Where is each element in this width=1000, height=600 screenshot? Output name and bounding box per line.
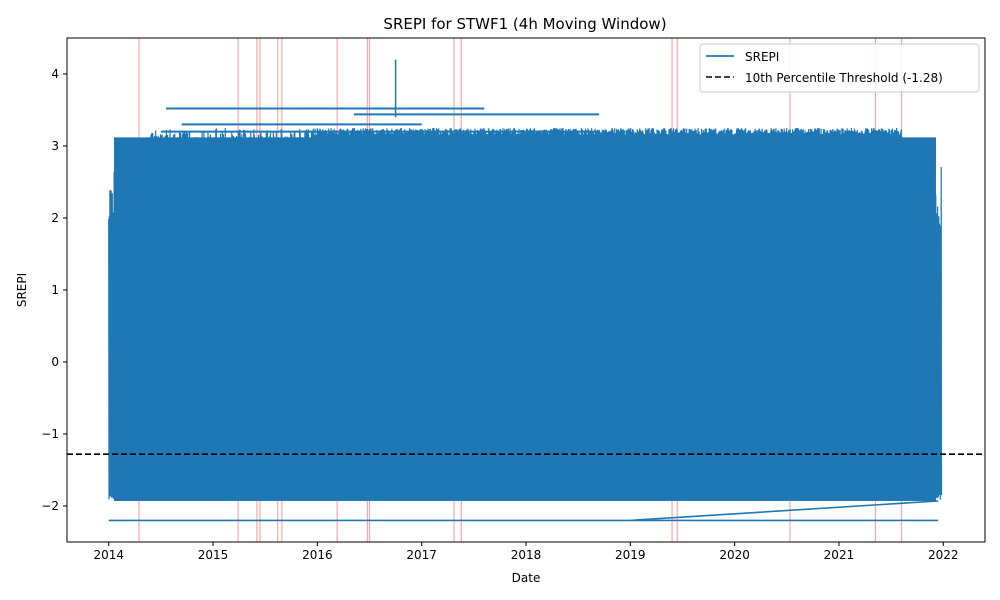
chart-title: SREPI for STWF1 (4h Moving Window) xyxy=(383,15,666,33)
x-axis-label: Date xyxy=(512,571,541,585)
x-tick-label-8: 2022 xyxy=(928,548,959,562)
x-tick-label-3: 2017 xyxy=(406,548,437,562)
y-tick-label-4: 2 xyxy=(51,211,59,225)
x-tick-label-7: 2021 xyxy=(824,548,855,562)
legend-srepi-label: SREPI xyxy=(745,50,779,64)
y-tick-label-2: 0 xyxy=(51,355,59,369)
legend-box xyxy=(699,43,980,93)
srepi-line xyxy=(108,127,943,502)
x-tick-label-4: 2018 xyxy=(511,548,542,562)
x-tick-label-2: 2016 xyxy=(302,548,333,562)
y-tick-label-6: 4 xyxy=(51,67,59,81)
x-tick-label-6: 2020 xyxy=(719,548,750,562)
srepi-low-segment-1 xyxy=(630,500,939,522)
y-axis-label: SREPI xyxy=(15,273,29,307)
y-tick-label-5: 3 xyxy=(51,139,59,153)
x-tick-label-0: 2014 xyxy=(93,548,124,562)
x-tick-label-1: 2015 xyxy=(198,548,229,562)
srepi-series xyxy=(108,59,943,522)
y-tick-label-3: 1 xyxy=(51,283,59,297)
legend: SREPI 10th Percentile Threshold (-1.28) xyxy=(699,43,980,93)
plot-area xyxy=(66,37,986,543)
y-tick-label-1: −1 xyxy=(41,427,59,441)
x-axis: 2014 2015 2016 2017 2018 2019 2020 2021 2022 xyxy=(93,542,959,562)
legend-threshold-label: 10th Percentile Threshold (-1.28) xyxy=(745,71,943,85)
y-axis: −2 −1 0 1 2 3 4 xyxy=(41,67,67,513)
x-tick-label-5: 2019 xyxy=(615,548,646,562)
y-tick-label-0: −2 xyxy=(41,499,59,513)
